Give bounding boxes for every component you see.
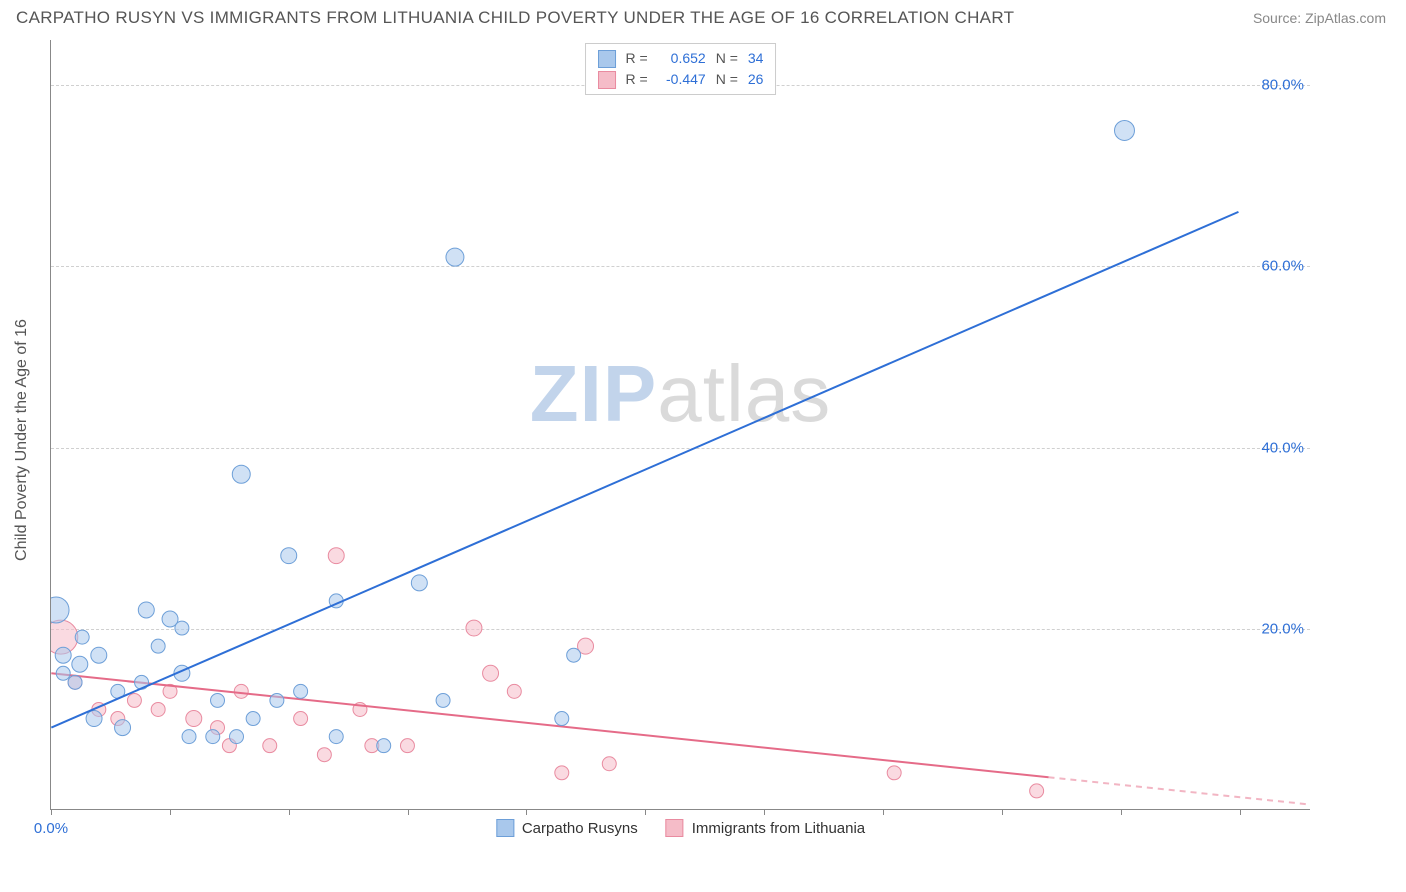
chart-source: Source: ZipAtlas.com [1253, 10, 1386, 26]
legend-row-series-b: R = -0.447 N = 26 [598, 69, 764, 90]
scatter-point-a [436, 693, 450, 707]
n-value-series-a: 34 [748, 48, 764, 69]
chart-title: CARPATHO RUSYN VS IMMIGRANTS FROM LITHUA… [16, 8, 1014, 28]
swatch-series-a [598, 50, 616, 68]
scatter-point-b [602, 757, 616, 771]
scatter-point-a [1115, 120, 1135, 140]
x-tick [408, 809, 409, 815]
scatter-point-b [507, 684, 521, 698]
scatter-point-b [127, 693, 141, 707]
swatch-series-b [598, 71, 616, 89]
scatter-point-b [263, 739, 277, 753]
scatter-point-b [1030, 784, 1044, 798]
x-tick [289, 809, 290, 815]
scatter-point-a [138, 602, 154, 618]
n-label: N = [716, 69, 738, 90]
scatter-point-a [75, 630, 89, 644]
scatter-point-a [232, 465, 250, 483]
scatter-point-a [115, 720, 131, 736]
scatter-point-a [211, 693, 225, 707]
chart-header: CARPATHO RUSYN VS IMMIGRANTS FROM LITHUA… [0, 0, 1406, 32]
x-tick [764, 809, 765, 815]
scatter-point-a [175, 621, 189, 635]
scatter-point-a [72, 656, 88, 672]
scatter-point-a [270, 693, 284, 707]
scatter-point-b [317, 748, 331, 762]
scatter-point-a [182, 730, 196, 744]
n-label: N = [716, 48, 738, 69]
r-value-series-b: -0.447 [658, 69, 706, 90]
scatter-point-a [56, 666, 70, 680]
scatter-point-b [555, 766, 569, 780]
scatter-point-b [186, 711, 202, 727]
legend-bottom: Carpatho Rusyns Immigrants from Lithuani… [496, 819, 865, 837]
scatter-point-a [377, 739, 391, 753]
scatter-point-a [51, 597, 69, 623]
scatter-point-b [466, 620, 482, 636]
scatter-point-a [281, 548, 297, 564]
swatch-series-a [496, 819, 514, 837]
scatter-point-a [86, 711, 102, 727]
scatter-point-b [887, 766, 901, 780]
legend-label-series-a: Carpatho Rusyns [522, 820, 638, 837]
r-value-series-a: 0.652 [658, 48, 706, 69]
legend-label-series-b: Immigrants from Lithuania [692, 820, 865, 837]
x-tick [645, 809, 646, 815]
x-tick [1240, 809, 1241, 815]
y-axis-title: Child Poverty Under the Age of 16 [13, 319, 31, 561]
scatter-svg [51, 40, 1310, 809]
legend-item-series-a: Carpatho Rusyns [496, 819, 638, 837]
scatter-point-a [68, 675, 82, 689]
scatter-point-a [246, 712, 260, 726]
legend-row-series-a: R = 0.652 N = 34 [598, 48, 764, 69]
scatter-point-a [411, 575, 427, 591]
scatter-point-a [55, 647, 71, 663]
scatter-point-a [567, 648, 581, 662]
scatter-point-b [328, 548, 344, 564]
swatch-series-b [666, 819, 684, 837]
trend-line-b [51, 673, 1048, 777]
scatter-point-a [329, 730, 343, 744]
r-label: R = [626, 69, 648, 90]
x-tick [526, 809, 527, 815]
scatter-point-a [446, 248, 464, 266]
trend-line-a [51, 212, 1238, 728]
scatter-point-b [151, 702, 165, 716]
scatter-point-a [91, 647, 107, 663]
scatter-point-a [230, 730, 244, 744]
r-label: R = [626, 48, 648, 69]
scatter-point-a [206, 730, 220, 744]
n-value-series-b: 26 [748, 69, 764, 90]
scatter-point-b [294, 712, 308, 726]
scatter-point-b [400, 739, 414, 753]
x-tick-label: 0.0% [34, 820, 68, 837]
x-tick [170, 809, 171, 815]
scatter-point-a [294, 684, 308, 698]
x-tick [51, 809, 52, 815]
scatter-point-b [483, 665, 499, 681]
x-tick [1121, 809, 1122, 815]
scatter-point-a [151, 639, 165, 653]
x-tick [883, 809, 884, 815]
scatter-point-a [555, 712, 569, 726]
legend-item-series-b: Immigrants from Lithuania [666, 819, 865, 837]
legend-correlation-box: R = 0.652 N = 34 R = -0.447 N = 26 [585, 43, 777, 95]
plot-area: ZIPatlas R = 0.652 N = 34 R = -0.447 N =… [50, 40, 1310, 810]
trend-line-dashed-b [1049, 777, 1310, 804]
chart-container: Child Poverty Under the Age of 16 ZIPatl… [50, 40, 1350, 840]
x-tick [1002, 809, 1003, 815]
scatter-point-b [234, 684, 248, 698]
